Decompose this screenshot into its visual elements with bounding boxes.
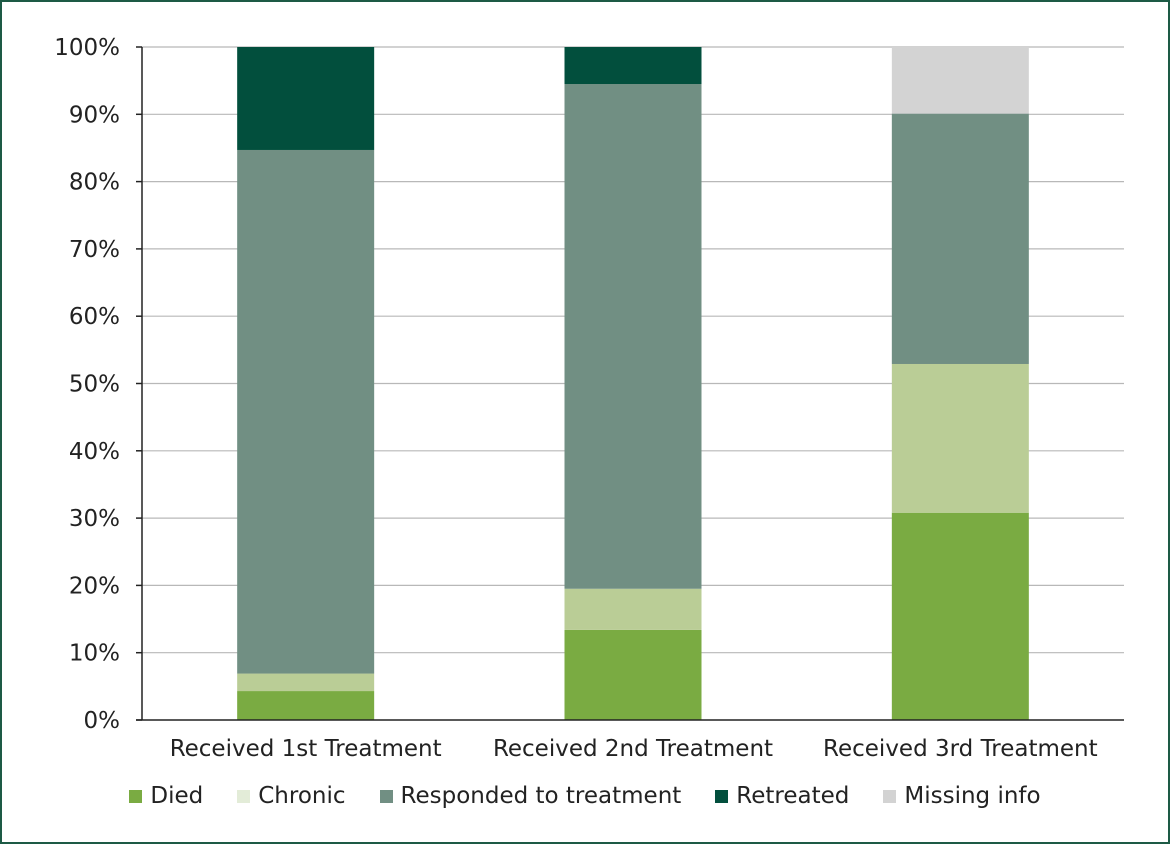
- x-category-label: Received 2nd Treatment: [493, 736, 773, 762]
- y-tick-label: 40%: [69, 439, 120, 465]
- legend: Died Chronic Responded to treatment Retreat…: [2, 778, 1168, 814]
- y-tick-label: 50%: [69, 372, 120, 398]
- stacked-bar-chart: 0% 10% 20% 30% 40% 50% 60% 70% 80% 90% 100% Receive…: [54, 35, 1124, 762]
- axes: 0% 10% 20% 30% 40% 50% 60% 70% 80% 90% 100% Receive…: [54, 35, 1124, 762]
- y-tick-label: 70%: [69, 237, 120, 263]
- y-tick-label: 10%: [69, 641, 120, 667]
- legend-item: Died: [129, 783, 203, 809]
- legend-label: Retreated: [736, 783, 850, 809]
- bar-segment-responded-to-treatment: [564, 84, 702, 589]
- legend-item: Missing info: [883, 783, 1041, 809]
- y-tick-label: 30%: [69, 506, 120, 532]
- bar-segment-responded-to-treatment: [891, 113, 1029, 364]
- bar-segment-chronic: [564, 588, 702, 630]
- legend-label: Responded to treatment: [400, 783, 682, 809]
- y-tick-label: 80%: [69, 170, 120, 196]
- legend-swatch: [715, 789, 729, 803]
- bar-segment-retreated: [237, 47, 375, 150]
- legend-item: Chronic: [237, 783, 346, 809]
- bars: [237, 47, 1029, 720]
- legend-swatch: [129, 789, 143, 803]
- x-category-label: Received 3rd Treatment: [823, 736, 1098, 762]
- x-category-label: Received 1st Treatment: [170, 736, 442, 762]
- y-tick-label: 100%: [54, 35, 120, 61]
- legend-item: Retreated: [715, 783, 849, 809]
- bar-segment-died: [891, 512, 1029, 720]
- y-tick-label: 90%: [69, 102, 120, 128]
- bar-segment-missing-info: [891, 47, 1029, 114]
- bar-segment-retreated: [564, 47, 702, 85]
- legend-label: Missing info: [904, 783, 1041, 809]
- y-tick-label: 60%: [69, 304, 120, 330]
- bar-segment-chronic: [891, 363, 1029, 513]
- bar-segment-chronic: [237, 673, 375, 692]
- legend-swatch: [237, 789, 251, 803]
- legend-swatch: [883, 789, 897, 803]
- y-tick-label: 0%: [84, 708, 121, 734]
- bar-segment-died: [564, 629, 702, 720]
- bar-segment-responded-to-treatment: [237, 149, 375, 674]
- legend-item: Responded to treatment: [379, 783, 682, 809]
- legend-label: Chronic: [258, 783, 346, 809]
- y-tick-label: 20%: [69, 573, 120, 599]
- legend-label: Died: [150, 783, 204, 809]
- legend-swatch: [379, 789, 393, 803]
- bar-segment-died: [237, 691, 375, 720]
